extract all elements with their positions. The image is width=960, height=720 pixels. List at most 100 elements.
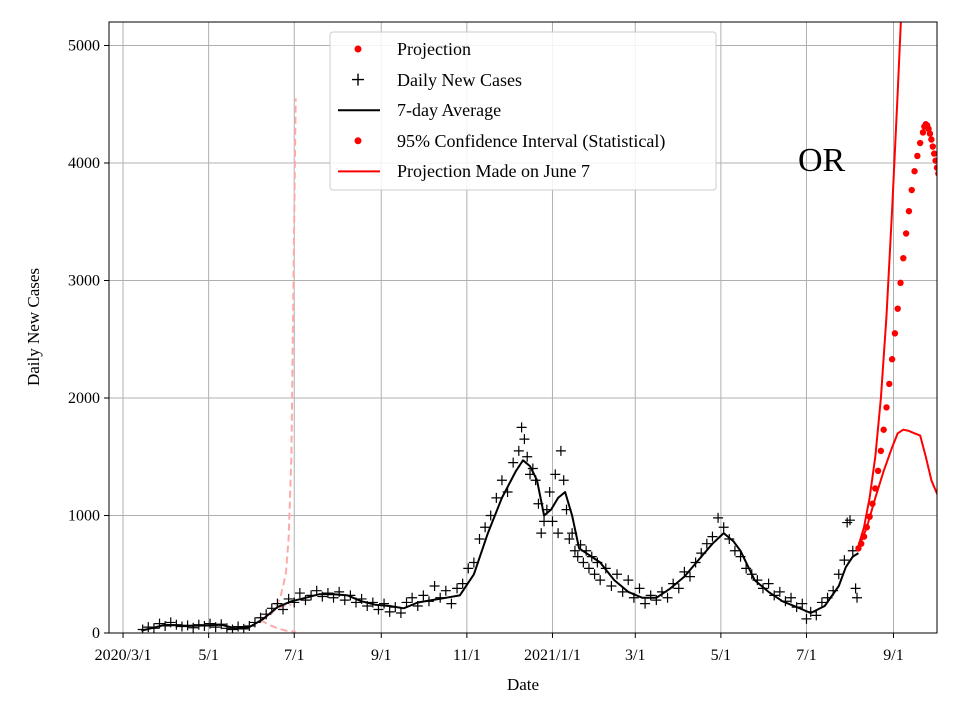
projection-point	[933, 164, 937, 171]
daily-new-cases-point	[317, 591, 328, 602]
daily-new-cases-point	[791, 602, 802, 613]
projection-point	[902, 230, 910, 237]
x-tick-label: 5/1	[198, 647, 218, 664]
daily-new-cases-point	[527, 463, 538, 474]
projection-point	[930, 150, 937, 157]
projection-point	[877, 447, 885, 455]
daily-new-cases-point	[188, 622, 199, 633]
daily-new-cases-point	[345, 590, 356, 601]
projection-point	[916, 139, 924, 147]
daily-new-cases-point	[496, 475, 507, 486]
daily-new-cases-point	[468, 557, 479, 568]
daily-new-cases-point	[367, 597, 378, 608]
x-tick-label: 2021/1/1	[524, 647, 581, 664]
legend-label-projection-june-7: Projection Made on June 7	[397, 161, 590, 181]
daily-new-cases-point	[763, 578, 774, 589]
95-confidence-interval-statistical-lower-line	[857, 428, 937, 549]
y-tick-label: 4000	[68, 155, 100, 172]
daily-new-cases-point	[668, 578, 679, 589]
daily-new-cases-point	[628, 592, 639, 603]
daily-new-cases-point	[583, 563, 594, 574]
x-tick-label: 5/1	[711, 647, 731, 664]
daily-new-cases-point	[278, 604, 289, 615]
projection-markers	[855, 121, 937, 552]
projection-point	[905, 207, 913, 215]
daily-new-cases-point	[662, 592, 673, 603]
daily-new-cases-point	[707, 531, 718, 542]
daily-new-cases-point	[171, 619, 182, 630]
daily-new-cases-point	[525, 469, 536, 480]
daily-new-cases-point	[839, 555, 850, 566]
daily-new-cases-point	[786, 592, 797, 603]
projection-made-on-june-7-lower-line	[260, 619, 296, 633]
projection-point	[914, 152, 921, 160]
daily-new-cases-point	[272, 598, 283, 609]
daily-new-cases-point	[350, 597, 361, 608]
y-tick-label: 1000	[68, 508, 100, 525]
daily-new-cases-markers	[137, 422, 863, 633]
daily-new-cases-point	[356, 593, 367, 604]
projection-point	[926, 130, 934, 137]
projection-point	[858, 540, 865, 547]
daily-new-cases-point	[724, 534, 735, 544]
daily-new-cases-point	[780, 596, 791, 607]
daily-new-cases-point	[801, 613, 812, 624]
legend-label-daily-new-cases: Daily New Cases	[397, 70, 522, 90]
daily-new-cases-point	[718, 522, 729, 533]
projection-point	[863, 524, 871, 531]
daily-new-cases-point	[685, 571, 696, 582]
y-tick-label: 5000	[68, 38, 100, 55]
projection-point	[891, 330, 899, 337]
projection-point	[866, 513, 873, 520]
state-label: OR	[798, 142, 846, 179]
y-tick-label: 2000	[68, 390, 100, 407]
projection-point	[880, 426, 887, 433]
daily-new-cases-point	[729, 545, 740, 556]
legend-marker-projection	[354, 45, 362, 53]
daily-new-cases-point	[266, 603, 277, 614]
daily-new-cases-point	[701, 538, 712, 549]
x-tick-label: 7/1	[284, 647, 304, 664]
daily-new-cases-point	[508, 457, 519, 468]
projection-point	[935, 170, 937, 177]
x-axis-title: Date	[507, 675, 539, 694]
daily-new-cases-point	[713, 512, 724, 523]
daily-new-cases-point	[463, 563, 474, 574]
daily-new-cases-point	[216, 619, 227, 630]
daily-new-cases-point	[446, 598, 457, 609]
daily-new-cases-point	[530, 475, 541, 486]
daily-new-cases-point	[485, 510, 496, 521]
daily-new-cases-point	[474, 534, 485, 544]
daily-new-cases-point	[334, 586, 345, 597]
daily-new-cases-point	[395, 608, 406, 619]
daily-new-cases-point	[847, 545, 858, 556]
daily-new-cases-point	[852, 592, 863, 603]
daily-new-cases-point	[423, 596, 434, 607]
daily-new-cases-point	[294, 588, 305, 599]
y-tick-label: 0	[92, 625, 100, 642]
projection-point	[919, 129, 927, 136]
legend-label-projection: Projection	[397, 39, 471, 59]
daily-new-cases-point	[283, 593, 294, 604]
legend-box	[329, 31, 717, 191]
daily-new-cases-point	[322, 588, 333, 599]
legend-label-7-day-average: 7-day Average	[397, 100, 501, 120]
daily-new-cases-point	[238, 623, 249, 633]
daily-new-cases-point	[623, 575, 634, 586]
daily-new-cases-point	[199, 620, 210, 631]
data-layer	[137, 22, 937, 633]
daily-new-cases-point	[569, 545, 580, 556]
daily-new-cases-point	[696, 548, 707, 559]
daily-new-cases-point	[233, 621, 244, 632]
daily-new-cases-point	[261, 609, 272, 620]
daily-new-cases-point	[519, 434, 530, 445]
daily-new-cases-point	[311, 585, 322, 596]
daily-new-cases-point	[679, 566, 690, 577]
daily-new-cases-point	[805, 606, 816, 617]
daily-new-cases-point	[289, 597, 300, 608]
daily-new-cases-point	[154, 618, 165, 629]
daily-new-cases-point	[176, 621, 187, 632]
daily-new-cases-point	[513, 445, 524, 456]
x-tick-label: 3/1	[625, 647, 645, 664]
daily-new-cases-point	[757, 583, 768, 594]
